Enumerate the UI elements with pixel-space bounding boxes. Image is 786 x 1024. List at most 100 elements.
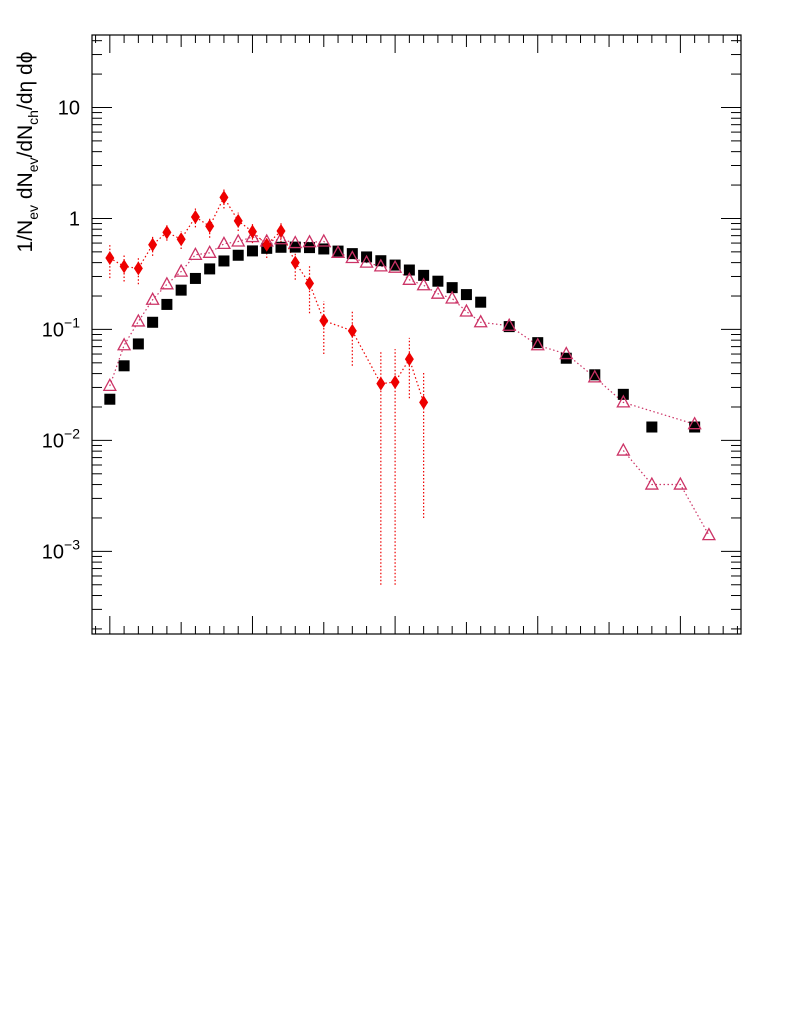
square-marker xyxy=(204,263,216,275)
triangle-marker xyxy=(373,258,388,272)
square-marker xyxy=(246,245,258,257)
triangle-marker xyxy=(102,378,117,392)
square-marker xyxy=(432,275,444,287)
square-marker xyxy=(332,245,344,257)
square-marker xyxy=(232,249,244,261)
x-ticks xyxy=(95,35,738,634)
markers xyxy=(102,190,717,541)
diamond-marker xyxy=(376,376,386,391)
square-marker xyxy=(589,369,601,381)
triangle-marker xyxy=(273,231,289,245)
plot-frame xyxy=(91,34,742,635)
diamond-marker xyxy=(176,232,186,247)
square-marker xyxy=(418,269,430,281)
square-marker xyxy=(132,338,144,350)
diamond-marker xyxy=(219,190,229,205)
triangle-marker xyxy=(174,263,189,277)
y-minor-ticks xyxy=(92,40,741,630)
square-marker xyxy=(475,296,487,308)
diamond-marker xyxy=(404,352,414,367)
triangle-marker xyxy=(216,236,232,250)
y-tick-label: 10−3 xyxy=(42,536,80,563)
triangle-marker xyxy=(402,271,417,285)
square-marker xyxy=(161,298,173,310)
diamond-marker xyxy=(205,219,215,234)
diamond-marker xyxy=(247,224,257,239)
triangle-marker xyxy=(145,291,160,305)
triangle-marker xyxy=(131,313,146,327)
square-marker xyxy=(389,259,401,271)
triangle-marker xyxy=(502,317,517,331)
triangle-marker xyxy=(202,244,217,258)
diamond-marker xyxy=(133,261,143,276)
square-marker xyxy=(617,388,629,400)
triangle-marker xyxy=(473,314,488,328)
triangle-marker xyxy=(445,290,460,304)
diamond-marker xyxy=(276,224,286,239)
square-marker xyxy=(147,316,159,328)
triangle-marker xyxy=(231,233,246,247)
triangle-marker xyxy=(459,303,474,317)
square-marker xyxy=(460,289,472,301)
series-line xyxy=(109,196,425,403)
diamond-marker xyxy=(162,225,172,240)
square-marker xyxy=(275,241,287,253)
diamond-marker xyxy=(148,237,158,252)
square-marker xyxy=(446,282,458,294)
square-marker xyxy=(318,243,330,255)
triangle-marker xyxy=(116,337,132,351)
square-marker xyxy=(304,242,316,254)
triangle-marker xyxy=(345,250,360,264)
triangle-marker xyxy=(559,346,574,360)
triangle-marker xyxy=(587,369,602,383)
diamond-marker xyxy=(190,210,200,225)
triangle-marker xyxy=(673,476,688,490)
triangle-marker xyxy=(430,285,445,299)
square-marker xyxy=(346,248,358,260)
triangle-marker xyxy=(359,254,374,268)
diamond-marker xyxy=(290,255,300,270)
square-marker xyxy=(403,264,415,276)
square-marker xyxy=(189,272,201,284)
triangle-marker xyxy=(530,337,545,351)
triangle-marker xyxy=(616,394,631,408)
y-major-ticks xyxy=(92,106,741,552)
square-marker xyxy=(646,421,658,433)
y-tick-label: 10−1 xyxy=(42,314,80,341)
series-lines xyxy=(109,196,710,536)
square-marker xyxy=(104,393,116,405)
triangle-marker xyxy=(302,234,317,248)
y-tick-labels: 10−3 10−2 10−1 1 10 xyxy=(42,97,80,563)
triangle-marker xyxy=(288,235,303,249)
triangle-marker xyxy=(644,476,659,490)
diamond-marker xyxy=(419,395,429,410)
y-axis-label: 1/Nev dNev/dNch/dη dϕ xyxy=(14,52,41,253)
diamond-marker xyxy=(347,323,357,338)
diamond-marker xyxy=(305,276,315,291)
y-tick-label: 1 xyxy=(69,208,80,230)
square-marker xyxy=(218,255,230,267)
triangle-marker xyxy=(416,277,431,291)
triangle-marker xyxy=(188,246,203,260)
diamond-marker xyxy=(319,313,329,328)
diamond-marker xyxy=(390,375,400,390)
triangle-marker xyxy=(330,244,346,258)
triangle-marker xyxy=(316,233,331,247)
triangle-marker xyxy=(616,442,631,456)
diamond-marker xyxy=(262,237,272,252)
triangle-marker xyxy=(701,527,717,541)
triangle-marker xyxy=(245,229,260,243)
square-marker xyxy=(532,337,544,349)
triangle-marker xyxy=(159,276,174,290)
triangle-marker xyxy=(687,416,702,430)
square-marker xyxy=(175,284,187,296)
y-tick-label: 10−2 xyxy=(42,425,80,452)
series-line xyxy=(622,450,710,536)
y-tick-label: 10 xyxy=(58,97,80,119)
square-marker xyxy=(503,321,515,333)
series-line xyxy=(109,236,695,425)
diamond-marker xyxy=(105,251,115,266)
square-marker xyxy=(118,360,130,372)
diamond-marker xyxy=(119,259,129,274)
